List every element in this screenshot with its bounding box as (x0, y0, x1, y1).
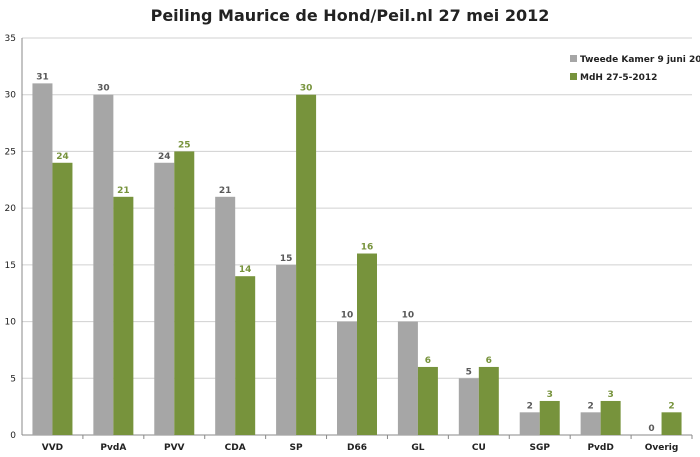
data-label-series-1: 30 (97, 84, 110, 94)
data-label-series-2: 25 (178, 140, 191, 150)
bar-series-2 (417, 366, 438, 435)
category-label: PVV (164, 443, 185, 453)
chart-title: Peiling Maurice de Hond/Peil.nl 27 mei 2… (150, 6, 550, 25)
y-tick-label: 0 (10, 431, 16, 441)
category-label: PvdD (587, 443, 613, 453)
category-label: SP (290, 443, 303, 453)
bar-series-2 (600, 400, 621, 435)
bar-series-2 (235, 276, 256, 435)
bar-series-2 (113, 196, 134, 435)
category-label: Overig (645, 443, 679, 453)
bar-series-2 (478, 366, 499, 435)
data-label-series-1: 21 (219, 186, 232, 196)
y-tick-label: 30 (5, 91, 17, 101)
data-label-series-1: 10 (341, 311, 354, 321)
bar-series-2 (539, 400, 560, 435)
data-label-series-1: 10 (402, 311, 415, 321)
data-label-series-2: 6 (425, 356, 431, 366)
bar-series-2 (357, 253, 377, 435)
y-tick-label: 15 (5, 261, 16, 271)
y-tick-label: 35 (5, 34, 16, 44)
data-label-series-2: 16 (361, 243, 374, 253)
legend-swatch-series-1 (570, 55, 577, 62)
data-label-series-2: 2 (668, 401, 674, 411)
bar-series-1 (458, 378, 479, 435)
data-label-series-2: 6 (486, 356, 492, 366)
category-label: SGP (529, 443, 550, 453)
bar-series-1 (397, 321, 418, 435)
bar-series-1 (32, 83, 53, 435)
data-label-series-2: 24 (56, 152, 69, 162)
category-label: PvdA (100, 443, 126, 453)
category-label: VVD (42, 443, 63, 453)
y-tick-label: 20 (5, 204, 17, 214)
legend-label-series-1: Tweede Kamer 9 juni 2010 (580, 55, 700, 65)
legend-swatch-series-2 (570, 73, 577, 80)
bar-series-1 (215, 196, 236, 435)
y-tick-label: 5 (10, 374, 16, 384)
data-label-series-2: 14 (239, 265, 252, 275)
y-tick-label: 25 (5, 147, 16, 157)
bar-series-1 (276, 264, 297, 435)
data-label-series-2: 3 (608, 390, 614, 400)
bar-series-2 (296, 94, 317, 435)
bar-series-1 (154, 162, 175, 435)
data-label-series-1: 2 (527, 401, 533, 411)
data-label-series-2: 30 (300, 84, 313, 94)
legend-label-series-2: MdH 27-5-2012 (580, 73, 657, 83)
data-label-series-2: 3 (547, 390, 553, 400)
category-label: GL (411, 443, 424, 453)
category-label: D66 (347, 443, 367, 453)
bar-series-1 (519, 412, 540, 435)
bar-series-2 (174, 151, 195, 435)
bar-series-1 (580, 412, 601, 435)
data-label-series-1: 15 (280, 254, 293, 264)
data-label-series-1: 31 (36, 72, 49, 82)
bar-series-1 (337, 321, 357, 435)
bar-series-1 (93, 94, 114, 435)
category-label: CU (472, 443, 486, 453)
category-label: CDA (225, 443, 246, 453)
data-label-series-2: 21 (117, 186, 130, 196)
bar-series-2 (52, 162, 73, 435)
data-label-series-1: 5 (466, 367, 472, 377)
data-label-series-1: 2 (588, 401, 594, 411)
data-label-series-1: 24 (158, 152, 171, 162)
y-tick-label: 10 (5, 318, 17, 328)
data-label-series-1: 0 (648, 424, 654, 434)
bar-series-2 (661, 412, 682, 435)
